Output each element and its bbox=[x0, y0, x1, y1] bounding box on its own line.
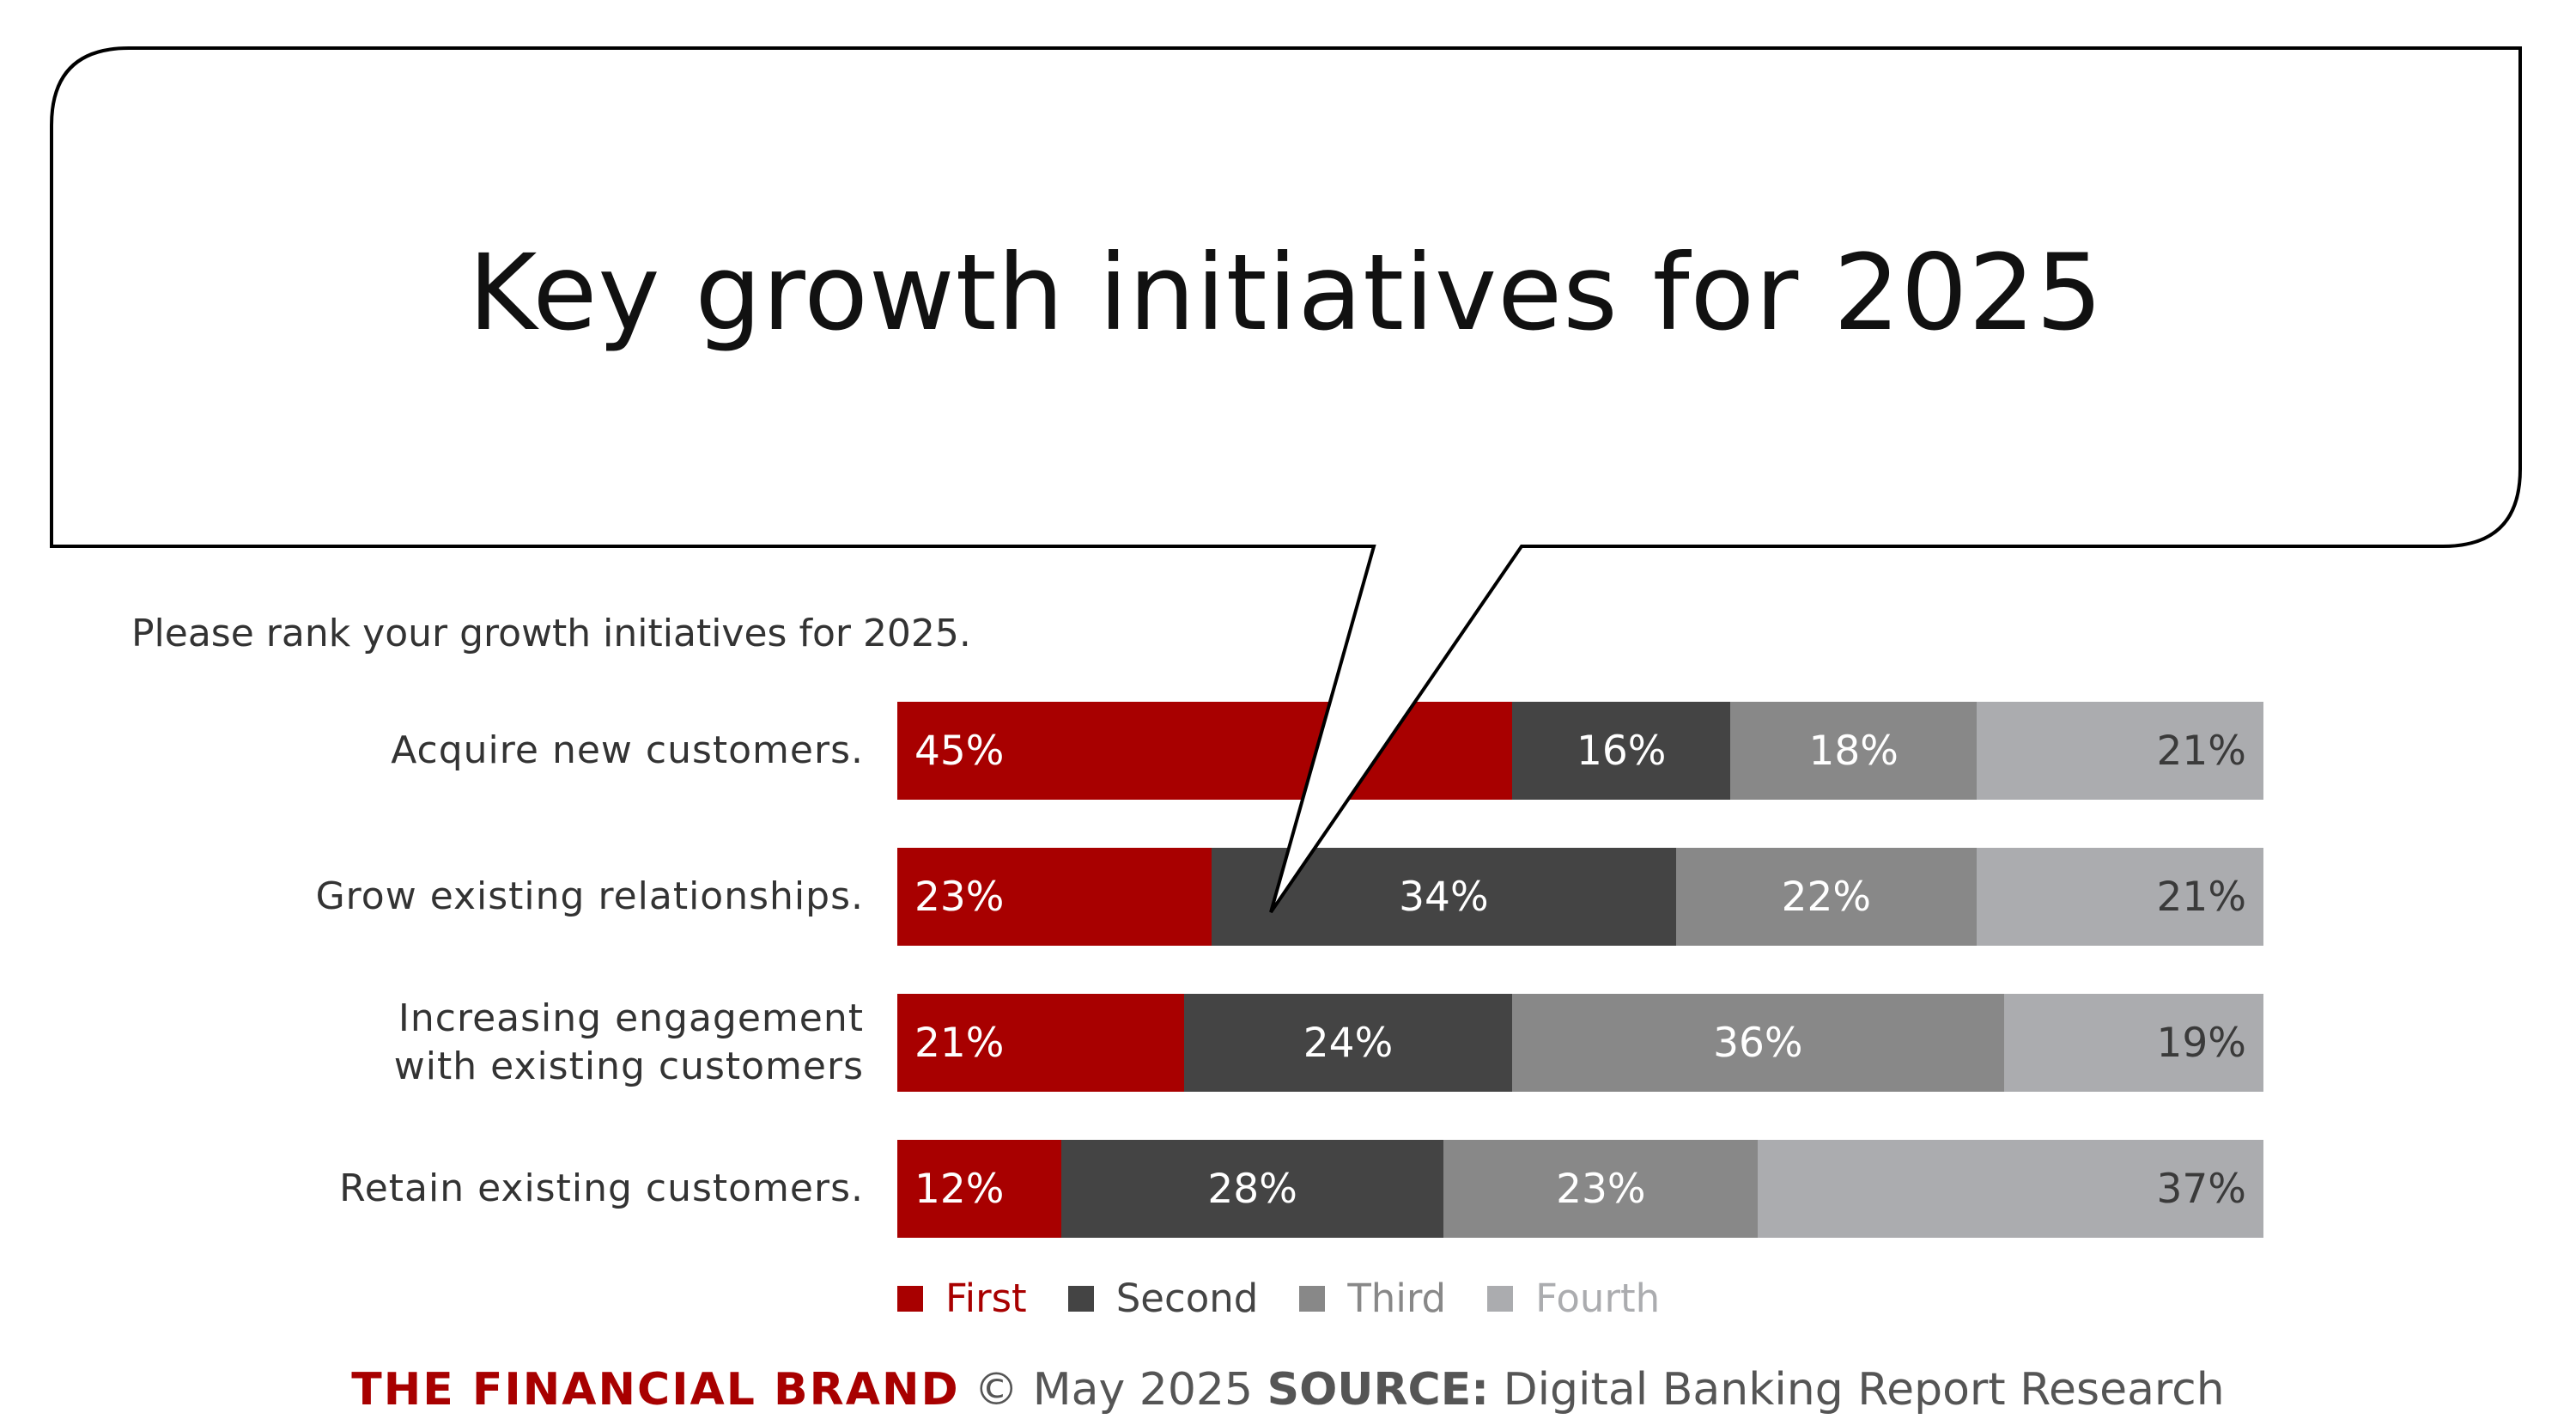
data-label: 18% bbox=[1808, 727, 1899, 775]
data-label: 24% bbox=[1303, 1019, 1394, 1067]
legend-label: Fourth bbox=[1535, 1276, 1661, 1321]
footer-date: © May 2025 bbox=[974, 1364, 1254, 1416]
data-label: 22% bbox=[1781, 873, 1872, 921]
brand-logo: THE FINANCIAL BRAND bbox=[351, 1364, 960, 1416]
bar-segment-fourth: 21% bbox=[1976, 848, 2263, 946]
bar-segment-third: 23% bbox=[1443, 1140, 1759, 1238]
bar-segment-second: 16% bbox=[1511, 702, 1731, 800]
source-label: SOURCE: bbox=[1267, 1364, 1490, 1416]
legend-swatch bbox=[1067, 1285, 1094, 1312]
legend-swatch bbox=[897, 1285, 923, 1312]
bar-segment-third: 36% bbox=[1511, 994, 2004, 1092]
bar-segment-second: 24% bbox=[1184, 994, 1512, 1092]
category-label: Grow existing relationships. bbox=[315, 874, 864, 918]
data-label: 36% bbox=[1713, 1019, 1803, 1067]
stacked-bar: 23% 34% 22% 21% bbox=[897, 848, 2263, 946]
legend-swatch bbox=[1487, 1285, 1514, 1312]
data-label: 12% bbox=[914, 1165, 1005, 1213]
bar-segment-second: 34% bbox=[1211, 848, 1676, 946]
stacked-bar: 21% 24% 36% 19% bbox=[897, 994, 2263, 1092]
chart-title: Key growth initiatives for 2025 bbox=[468, 232, 2104, 354]
bar-segment-fourth: 19% bbox=[2003, 994, 2263, 1092]
legend-label: Third bbox=[1347, 1276, 1447, 1321]
source-text: Digital Banking Report Research bbox=[1503, 1364, 2225, 1416]
legend-label: First bbox=[945, 1276, 1027, 1321]
category-label: Increasing engagement with existing cust… bbox=[393, 996, 864, 1088]
data-label: 23% bbox=[914, 873, 1005, 921]
data-label: 16% bbox=[1576, 727, 1667, 775]
bar-segment-first: 45% bbox=[897, 702, 1512, 800]
legend-item-second: Second bbox=[1067, 1276, 1259, 1321]
category-label: Acquire new customers. bbox=[391, 728, 864, 772]
data-label: 21% bbox=[2156, 727, 2246, 775]
bar-segment-third: 22% bbox=[1675, 848, 1977, 946]
stacked-bar: 12% 28% 23% 37% bbox=[897, 1140, 2263, 1238]
data-label: 28% bbox=[1207, 1165, 1297, 1213]
bar-segment-first: 23% bbox=[897, 848, 1212, 946]
data-label: 34% bbox=[1399, 873, 1489, 921]
bar-segment-first: 12% bbox=[897, 1140, 1061, 1238]
chart-subtitle: Please rank your growth initiatives for … bbox=[131, 612, 971, 655]
data-label: 37% bbox=[2156, 1165, 2246, 1213]
bar-segment-first: 21% bbox=[897, 994, 1185, 1092]
stacked-bar: 45% 16% 18% 21% bbox=[897, 702, 2263, 800]
bar-segment-fourth: 37% bbox=[1758, 1140, 2263, 1238]
data-label: 45% bbox=[914, 727, 1005, 775]
legend: First Second Third Fourth bbox=[897, 1276, 1660, 1321]
bar-segment-fourth: 21% bbox=[1976, 702, 2263, 800]
legend-swatch bbox=[1299, 1285, 1326, 1312]
data-label: 19% bbox=[2156, 1019, 2246, 1067]
category-label: Retain existing customers. bbox=[339, 1166, 864, 1210]
footer: THE FINANCIAL BRAND © May 2025 SOURCE: D… bbox=[0, 1364, 2576, 1416]
bar-segment-third: 18% bbox=[1730, 702, 1977, 800]
data-label: 23% bbox=[1556, 1165, 1646, 1213]
data-label: 21% bbox=[914, 1019, 1005, 1067]
bar-segment-second: 28% bbox=[1060, 1140, 1444, 1238]
data-label: 21% bbox=[2156, 873, 2246, 921]
legend-label: Second bbox=[1115, 1276, 1259, 1321]
legend-item-fourth: Fourth bbox=[1487, 1276, 1660, 1321]
legend-item-first: First bbox=[897, 1276, 1027, 1321]
legend-item-third: Third bbox=[1299, 1276, 1446, 1321]
